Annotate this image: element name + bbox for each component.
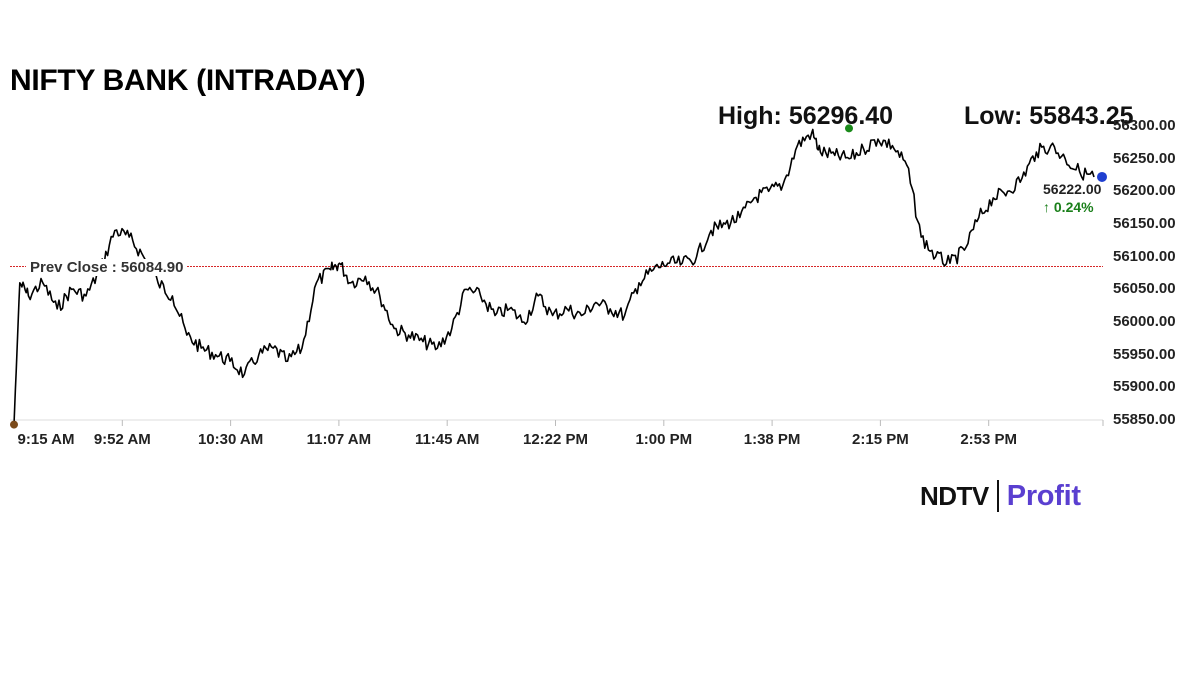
x-tick-label: 1:00 PM bbox=[635, 431, 693, 448]
y-tick-label: 55950.00 bbox=[1113, 345, 1176, 363]
prev-close-label: Prev Close : 56084.90 bbox=[26, 259, 188, 276]
high-marker bbox=[845, 124, 853, 133]
y-tick-label: 56050.00 bbox=[1113, 280, 1176, 298]
high-label: High: 56296.40 bbox=[718, 102, 894, 130]
y-tick-label: 56250.00 bbox=[1113, 149, 1176, 167]
y-tick-label: 56150.00 bbox=[1113, 215, 1176, 232]
x-tick-marks bbox=[13, 420, 1104, 426]
x-tick-label: 9:15 AM bbox=[17, 431, 75, 448]
logo-ndtv: NDTV bbox=[920, 480, 989, 511]
x-tick-label: 9:52 AM bbox=[93, 431, 151, 448]
low-label: Low: 55843.25 bbox=[964, 102, 1134, 130]
y-tick-label: 56000.00 bbox=[1113, 313, 1176, 330]
logo-separator bbox=[996, 480, 999, 512]
chart-title: NIFTY BANK (INTRADAY) bbox=[10, 64, 366, 97]
x-tick-label: 1:38 PM bbox=[743, 431, 801, 448]
last-price-marker bbox=[1097, 171, 1107, 182]
price-line bbox=[13, 128, 1095, 425]
open-marker bbox=[10, 420, 18, 429]
y-tick-label: 56200.00 bbox=[1113, 182, 1176, 200]
y-tick-label: 56300.00 bbox=[1113, 117, 1176, 134]
y-tick-label: 56100.00 bbox=[1113, 247, 1176, 265]
x-tick-label: 11:45 AM bbox=[414, 431, 480, 448]
y-tick-label: 55900.00 bbox=[1113, 378, 1176, 396]
y-tick-label: 55850.00 bbox=[1113, 411, 1176, 428]
x-tick-label: 10:30 AM bbox=[197, 431, 264, 448]
last-price-value: 56222.00 bbox=[1043, 181, 1102, 197]
x-tick-label: 2:53 PM bbox=[960, 431, 1018, 448]
last-price-change: ↑ 0.24% bbox=[1043, 199, 1094, 215]
x-tick-label: 12:22 PM bbox=[522, 431, 589, 448]
x-tick-label: 2:15 PM bbox=[852, 431, 909, 448]
logo-profit: Profit bbox=[1006, 479, 1081, 512]
x-tick-label: 11:07 AM bbox=[306, 431, 372, 448]
brand-logo: NDTV Profit bbox=[920, 478, 1081, 514]
